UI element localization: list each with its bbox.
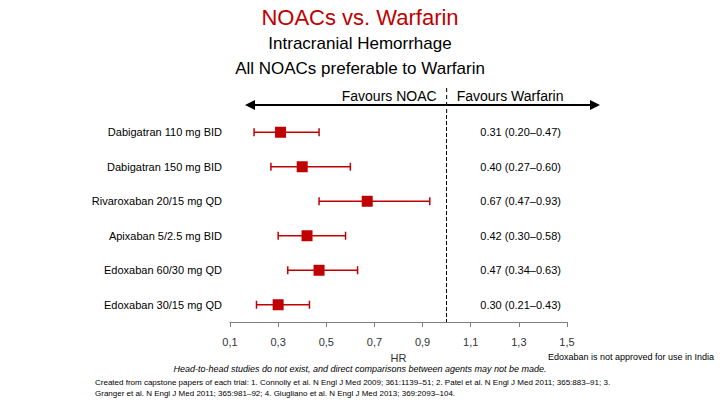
svg-text:Edoxaban is not approved for u: Edoxaban is not approved for use in Indi… (548, 352, 714, 362)
svg-text:0.47 (0.34–0.63): 0.47 (0.34–0.63) (480, 264, 561, 276)
svg-text:All NOACs preferable to Warfar: All NOACs preferable to Warfarin (235, 59, 485, 78)
svg-text:Dabigatran 110 mg BID: Dabigatran 110 mg BID (108, 126, 222, 138)
svg-text:0.42 (0.30–0.58): 0.42 (0.30–0.58) (480, 230, 561, 242)
svg-text:1,3: 1,3 (511, 336, 526, 348)
svg-text:0,5: 0,5 (319, 336, 334, 348)
svg-text:0.31 (0.20–0.47): 0.31 (0.20–0.47) (480, 126, 561, 138)
svg-text:Created from capstone papers o: Created from capstone papers of each tri… (95, 378, 612, 387)
svg-text:Favours Warfarin: Favours Warfarin (457, 88, 564, 104)
svg-text:Head-to-head studies do not ex: Head-to-head studies do not exist, and d… (173, 364, 546, 374)
svg-text:Intracranial Hemorrhage: Intracranial Hemorrhage (268, 34, 451, 53)
svg-text:0.40 (0.27–0.60): 0.40 (0.27–0.60) (480, 161, 561, 173)
svg-text:Apixaban 5/2.5 mg BID: Apixaban 5/2.5 mg BID (109, 230, 222, 242)
svg-text:Dabigatran 150 mg BID: Dabigatran 150 mg BID (107, 161, 222, 173)
svg-text:Granger et al. N Engl J Med 20: Granger et al. N Engl J Med 2011; 365:98… (95, 389, 455, 398)
svg-text:Edoxaban 60/30 mg QD: Edoxaban 60/30 mg QD (104, 264, 222, 276)
svg-text:0.30 (0.21–0.43): 0.30 (0.21–0.43) (480, 299, 561, 311)
svg-text:0,9: 0,9 (415, 336, 430, 348)
svg-text:0,3: 0,3 (270, 336, 285, 348)
svg-text:NOACs vs. Warfarin: NOACs vs. Warfarin (261, 5, 458, 30)
svg-text:Edoxaban 30/15 mg QD: Edoxaban 30/15 mg QD (104, 299, 222, 311)
svg-text:0.67 (0.47–0.93): 0.67 (0.47–0.93) (480, 195, 561, 207)
svg-text:Favours NOAC: Favours NOAC (342, 88, 437, 104)
svg-text:1,1: 1,1 (463, 336, 478, 348)
svg-text:1,5: 1,5 (559, 336, 574, 348)
svg-text:HR: HR (391, 352, 407, 364)
svg-text:0,1: 0,1 (222, 336, 237, 348)
svg-text:Rivaroxaban 20/15 mg QD: Rivaroxaban 20/15 mg QD (92, 195, 222, 207)
svg-text:0,7: 0,7 (367, 336, 382, 348)
